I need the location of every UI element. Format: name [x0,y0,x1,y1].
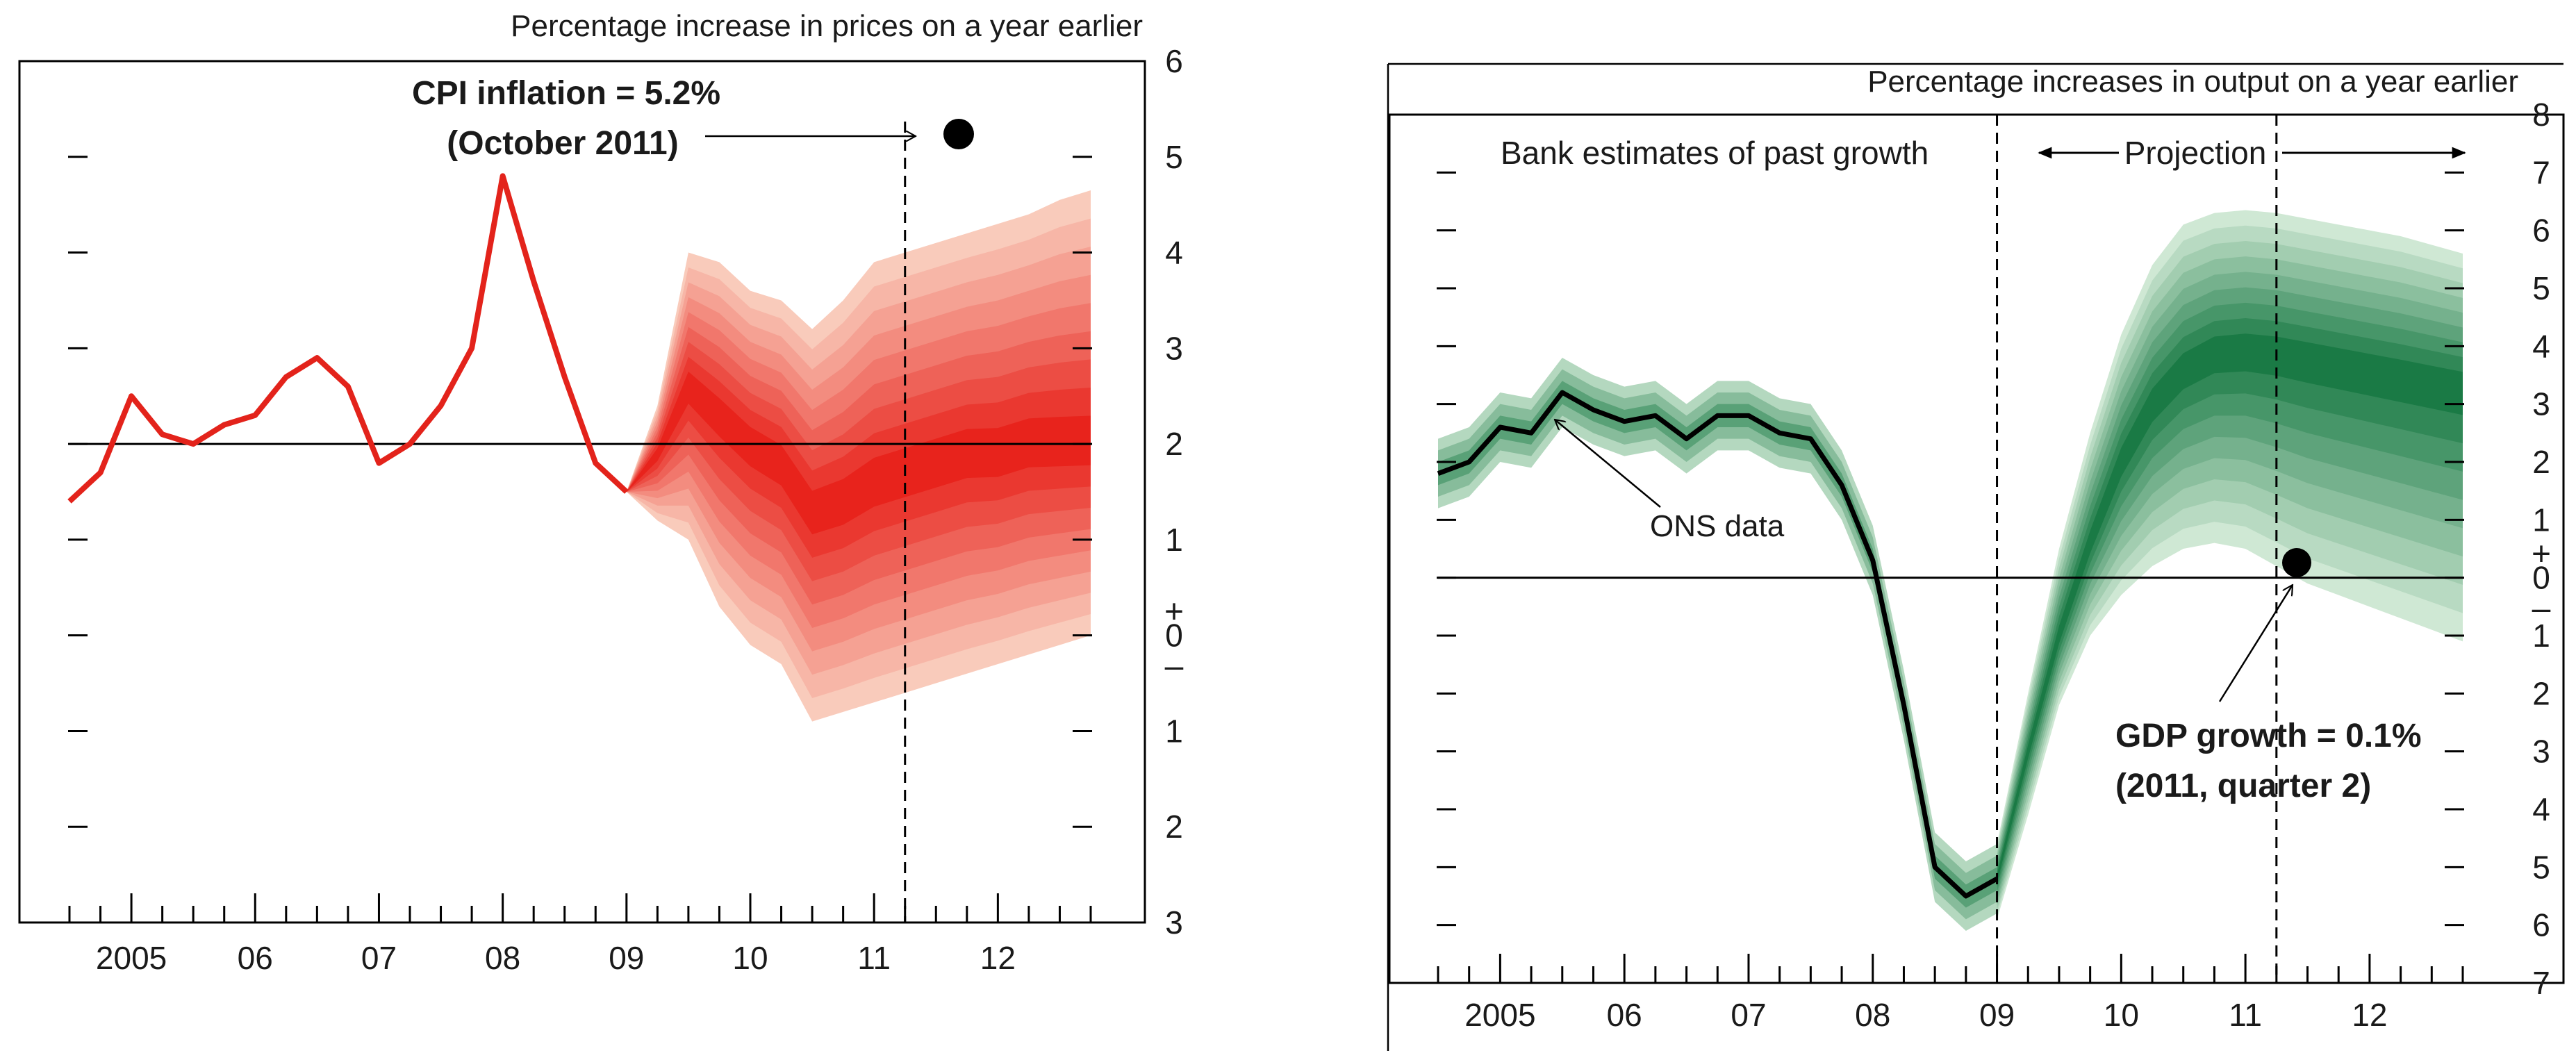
cpi-plot-frame [18,60,1146,924]
gdp-x-tick-label: 2005 [1464,997,1535,1033]
gdp-chart-title: Percentage increases in output on a year… [1867,65,2518,99]
gdp-zero-minus: – [2532,590,2551,627]
gdp-x-tick-label: 07 [1731,997,1766,1033]
cpi-x-tick-label: 09 [609,940,644,976]
cpi-x-tick-label: 07 [361,940,397,976]
gdp-history-band [1438,369,1997,920]
gdp-y-tick-label: 6 [2532,907,2550,943]
gdp-ons-arrow [1555,420,1661,508]
gdp-y-tick-label: 4 [2532,791,2550,827]
cpi-x-tick-label: 08 [485,940,520,976]
cpi-y-tick-label: 1 [1165,713,1183,749]
gdp-y-axis-labels: 8 7 6 5 4 3 2 1 0 1 2 3 4 5 6 7 [2532,97,2550,1001]
gdp-x-axis-labels: 2005 06 07 08 09 10 11 12 [1464,997,2387,1033]
gdp-x-tick-label: 08 [1855,997,1890,1033]
gdp-y-tick-label: 3 [2532,734,2550,770]
gdp-history-line [1437,390,1999,899]
gdp-plot-frame [1388,113,2565,984]
gdp-x-tick-label: 12 [2352,997,2387,1033]
gdp-projection-label: Projection [2124,135,2267,171]
cpi-chart-title: Percentage increase in prices on a year … [511,9,1143,43]
gdp-annotation-point [2282,548,2311,577]
cpi-history-line [67,173,629,504]
gdp-y-tick-label: 6 [2532,213,2550,249]
gdp-y-tick-label: 5 [2532,849,2550,885]
gdp-fan-band [1997,333,2463,884]
gdp-y-tick-label: 2 [2532,444,2550,480]
cpi-zero-minus: – [1165,648,1184,685]
cpi-y-tick-label: 4 [1165,235,1183,271]
cpi-x-tick-label: 10 [732,940,768,976]
cpi-chart: Percentage increase in prices on a year … [18,9,1184,976]
gdp-past-region-label: Bank estimates of past growth [1501,135,1929,171]
cpi-x-tick-label: 11 [857,940,891,976]
cpi-y-tick-label: 5 [1165,139,1183,175]
gdp-annotation-arrow [2218,585,2293,702]
gdp-y-tick-label: 3 [2532,386,2550,422]
cpi-annotation-point [943,119,974,149]
gdp-fan-bands [1438,210,2463,931]
gdp-ons-label: ONS data [1650,509,1785,543]
cpi-x-axis-labels: 2005 06 07 08 09 10 11 12 [96,940,1016,976]
gdp-y-tick-label: 8 [2532,97,2550,133]
gdp-y-tick-label: 5 [2532,270,2550,306]
gdp-annotation-line2: (2011, quarter 2) [2115,768,2371,804]
gdp-annotation-line1: GDP growth = 0.1% [2115,718,2422,754]
gdp-x-tick-label: 10 [2104,997,2139,1033]
gdp-chart: Percentage increases in output on a year… [1387,63,2565,1051]
gdp-y-tick-label: 7 [2532,154,2550,190]
gdp-y-tick-label: 0 [2532,560,2550,596]
cpi-zero-plus: + [1164,594,1184,631]
cpi-y-tick-label: 3 [1165,330,1183,366]
gdp-y-tick-label: 1 [2532,618,2550,654]
cpi-x-tick-label: 06 [238,940,273,976]
cpi-x-tick-label: 12 [980,940,1016,976]
cpi-y-tick-label: 2 [1165,426,1183,462]
gdp-history-band [1438,381,1997,908]
cpi-y-axis-labels: 6 5 4 3 2 1 0 1 2 3 [1165,43,1183,941]
cpi-fan-band [626,356,1091,558]
gdp-y-tick-label: 4 [2532,328,2550,364]
cpi-y-tick-label: 6 [1165,43,1183,79]
gdp-fan-band [1997,302,2463,893]
gdp-y-tick-label: 1 [2532,502,2550,538]
gdp-fan-band [1997,318,2463,888]
gdp-zero-plus: + [2532,536,2551,573]
cpi-y-tick-label: 3 [1165,904,1183,941]
cpi-y-tick-label: 2 [1165,809,1183,845]
cpi-annotation-line1: CPI inflation = 5.2% [412,75,720,112]
gdp-axes [1437,113,2464,984]
cpi-y-tick-label: 1 [1165,522,1183,558]
gdp-y-tick-label: 7 [2532,965,2550,1001]
gdp-x-tick-label: 09 [1979,997,2015,1033]
cpi-y-tick-label: 0 [1165,618,1183,654]
cpi-x-tick-label: 2005 [96,940,167,976]
cpi-fan-band [626,372,1091,535]
cpi-annotation-line2: (October 2011) [447,125,678,162]
gdp-x-tick-label: 11 [2229,997,2262,1033]
gdp-x-tick-label: 06 [1607,997,1642,1033]
cpi-fan-bands [626,190,1091,722]
gdp-y-tick-label: 2 [2532,675,2550,711]
